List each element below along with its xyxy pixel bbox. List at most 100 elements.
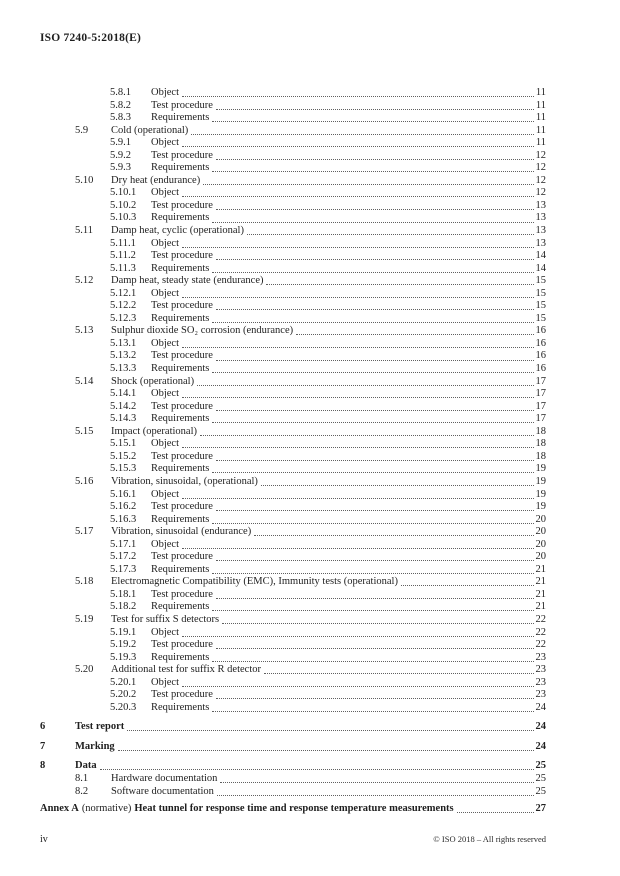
entry-page: 12 bbox=[535, 187, 547, 199]
entry-number: 5.10.1 bbox=[110, 187, 137, 199]
entry-page: 14 bbox=[535, 262, 547, 274]
dot-leader bbox=[117, 741, 534, 751]
entry-number: 5.13.3 bbox=[110, 363, 137, 375]
dot-leader bbox=[456, 803, 534, 814]
entry-page: 12 bbox=[535, 149, 547, 161]
entry-title: Object bbox=[151, 388, 179, 400]
entry-page: 24 bbox=[535, 701, 547, 713]
toc-entry: 5.13.3 Requirements 16 bbox=[40, 363, 546, 376]
entry-page: 13 bbox=[535, 199, 547, 211]
entry-number: 5.11.1 bbox=[110, 237, 136, 249]
dot-leader bbox=[254, 526, 534, 537]
dot-leader bbox=[266, 275, 534, 286]
toc-entry: 5.12 Damp heat, steady state (endurance)… bbox=[40, 275, 546, 288]
dot-leader bbox=[215, 639, 534, 650]
entry-page: 20 bbox=[535, 526, 547, 538]
entry-title: Data bbox=[75, 760, 97, 772]
entry-page: 18 bbox=[535, 450, 547, 462]
entry-title: Hardware documentation bbox=[111, 772, 218, 784]
annex-title: Heat tunnel for response time and respon… bbox=[134, 803, 454, 815]
entry-page: 21 bbox=[535, 563, 547, 575]
entry-page: 17 bbox=[535, 375, 547, 387]
entry-title: Test procedure bbox=[151, 300, 213, 312]
entry-title: Object bbox=[151, 438, 179, 450]
dot-leader bbox=[220, 773, 534, 784]
entry-title: Requirements bbox=[151, 413, 210, 425]
toc-entry: 5.20.1 Object 23 bbox=[40, 677, 546, 690]
entry-title: Object bbox=[151, 237, 179, 249]
entry-page: 16 bbox=[535, 337, 547, 349]
entry-title: Vibration, sinusoidal, (operational) bbox=[111, 475, 258, 487]
entry-number: 5.15 bbox=[75, 425, 94, 437]
entry-page: 20 bbox=[535, 551, 547, 563]
entry-page: 24 bbox=[535, 740, 547, 752]
entry-title: Vibration, sinusoidal (endurance) bbox=[111, 526, 252, 538]
entry-title: Electromagnetic Compatibility (EMC), Imm… bbox=[111, 576, 398, 588]
entry-page: 19 bbox=[535, 488, 547, 500]
dot-leader bbox=[212, 463, 534, 474]
entry-page: 14 bbox=[535, 250, 547, 262]
toc-entry: 5.19.1 Object 22 bbox=[40, 627, 546, 640]
entry-page: 23 bbox=[535, 664, 547, 676]
entry-number: 5.12 bbox=[75, 275, 94, 287]
dot-leader bbox=[212, 313, 534, 323]
entry-number: 5.15.1 bbox=[110, 438, 137, 450]
dot-leader bbox=[215, 150, 534, 160]
page-footer: iv © ISO 2018 – All rights reserved bbox=[40, 834, 546, 845]
toc-entry: 5.13 Sulphur dioxide SO₂ corrosion (endu… bbox=[40, 325, 546, 338]
entry-page: 13 bbox=[535, 225, 547, 237]
toc-entry: 5.10.1 Object 12 bbox=[40, 187, 546, 200]
entry-page: 11 bbox=[535, 137, 546, 149]
toc-entry: 6 Test report 24 bbox=[40, 721, 546, 734]
toc-entry: 5.8.3 Requirements 11 bbox=[40, 112, 546, 125]
entry-number: 5.20.3 bbox=[110, 701, 137, 713]
entry-page: 27 bbox=[535, 803, 547, 815]
entry-title: Test for suffix S detectors bbox=[111, 613, 220, 625]
toc-entry: 5.16.1 Object 19 bbox=[40, 489, 546, 502]
entry-page: 23 bbox=[535, 676, 547, 688]
dot-leader bbox=[182, 677, 534, 687]
entry-title: Requirements bbox=[151, 112, 210, 124]
entry-number: 5.8.1 bbox=[110, 87, 131, 98]
dot-leader bbox=[246, 225, 534, 236]
entry-number: 5.11.2 bbox=[110, 250, 136, 262]
entry-number: 5.16 bbox=[75, 475, 94, 487]
entry-title: Test procedure bbox=[151, 400, 213, 412]
dot-leader bbox=[215, 401, 534, 411]
dot-leader bbox=[215, 589, 534, 599]
entry-title: Object bbox=[151, 538, 179, 550]
dot-leader bbox=[182, 388, 534, 399]
toc-entry: 5.14.3 Requirements 17 bbox=[40, 413, 546, 426]
entry-page: 12 bbox=[535, 162, 547, 174]
dot-leader bbox=[127, 721, 534, 732]
dot-leader bbox=[212, 413, 534, 424]
toc-entry: 5.11 Damp heat, cyclic (operational) 13 bbox=[40, 225, 546, 238]
entry-title: Dry heat (endurance) bbox=[111, 174, 201, 186]
entry-title: Requirements bbox=[151, 463, 210, 475]
entry-title: Requirements bbox=[151, 651, 210, 663]
entry-title: Requirements bbox=[151, 212, 210, 224]
entry-page: 22 bbox=[535, 639, 547, 651]
entry-number: 5.19.2 bbox=[110, 639, 137, 651]
entry-title: Object bbox=[151, 87, 179, 98]
entry-page: 19 bbox=[535, 475, 547, 487]
entry-page: 18 bbox=[535, 425, 547, 437]
entry-number: 5.8.2 bbox=[110, 99, 131, 111]
entry-number: 5.14.3 bbox=[110, 413, 137, 425]
copyright-notice: © ISO 2018 – All rights reserved bbox=[433, 834, 546, 844]
entry-title: Test procedure bbox=[151, 350, 213, 362]
entry-page: 17 bbox=[535, 400, 547, 412]
toc-entry: 5.16 Vibration, sinusoidal, (operational… bbox=[40, 476, 546, 489]
dot-leader bbox=[212, 601, 534, 612]
entry-title: Additional test for suffix R detector bbox=[111, 664, 261, 676]
entry-number: 5.18.2 bbox=[110, 601, 137, 613]
toc-entry: 5.15.2 Test procedure 18 bbox=[40, 451, 546, 464]
entry-page: 20 bbox=[535, 538, 547, 550]
dot-leader bbox=[182, 137, 534, 148]
dot-leader bbox=[400, 576, 534, 587]
toc-entry: 5.15.3 Requirements 19 bbox=[40, 463, 546, 476]
toc-entry: 5.18.1 Test procedure 21 bbox=[40, 589, 546, 602]
dot-leader bbox=[182, 338, 534, 348]
toc-entry: 5.14 Shock (operational) 17 bbox=[40, 376, 546, 389]
dot-leader bbox=[215, 689, 534, 700]
